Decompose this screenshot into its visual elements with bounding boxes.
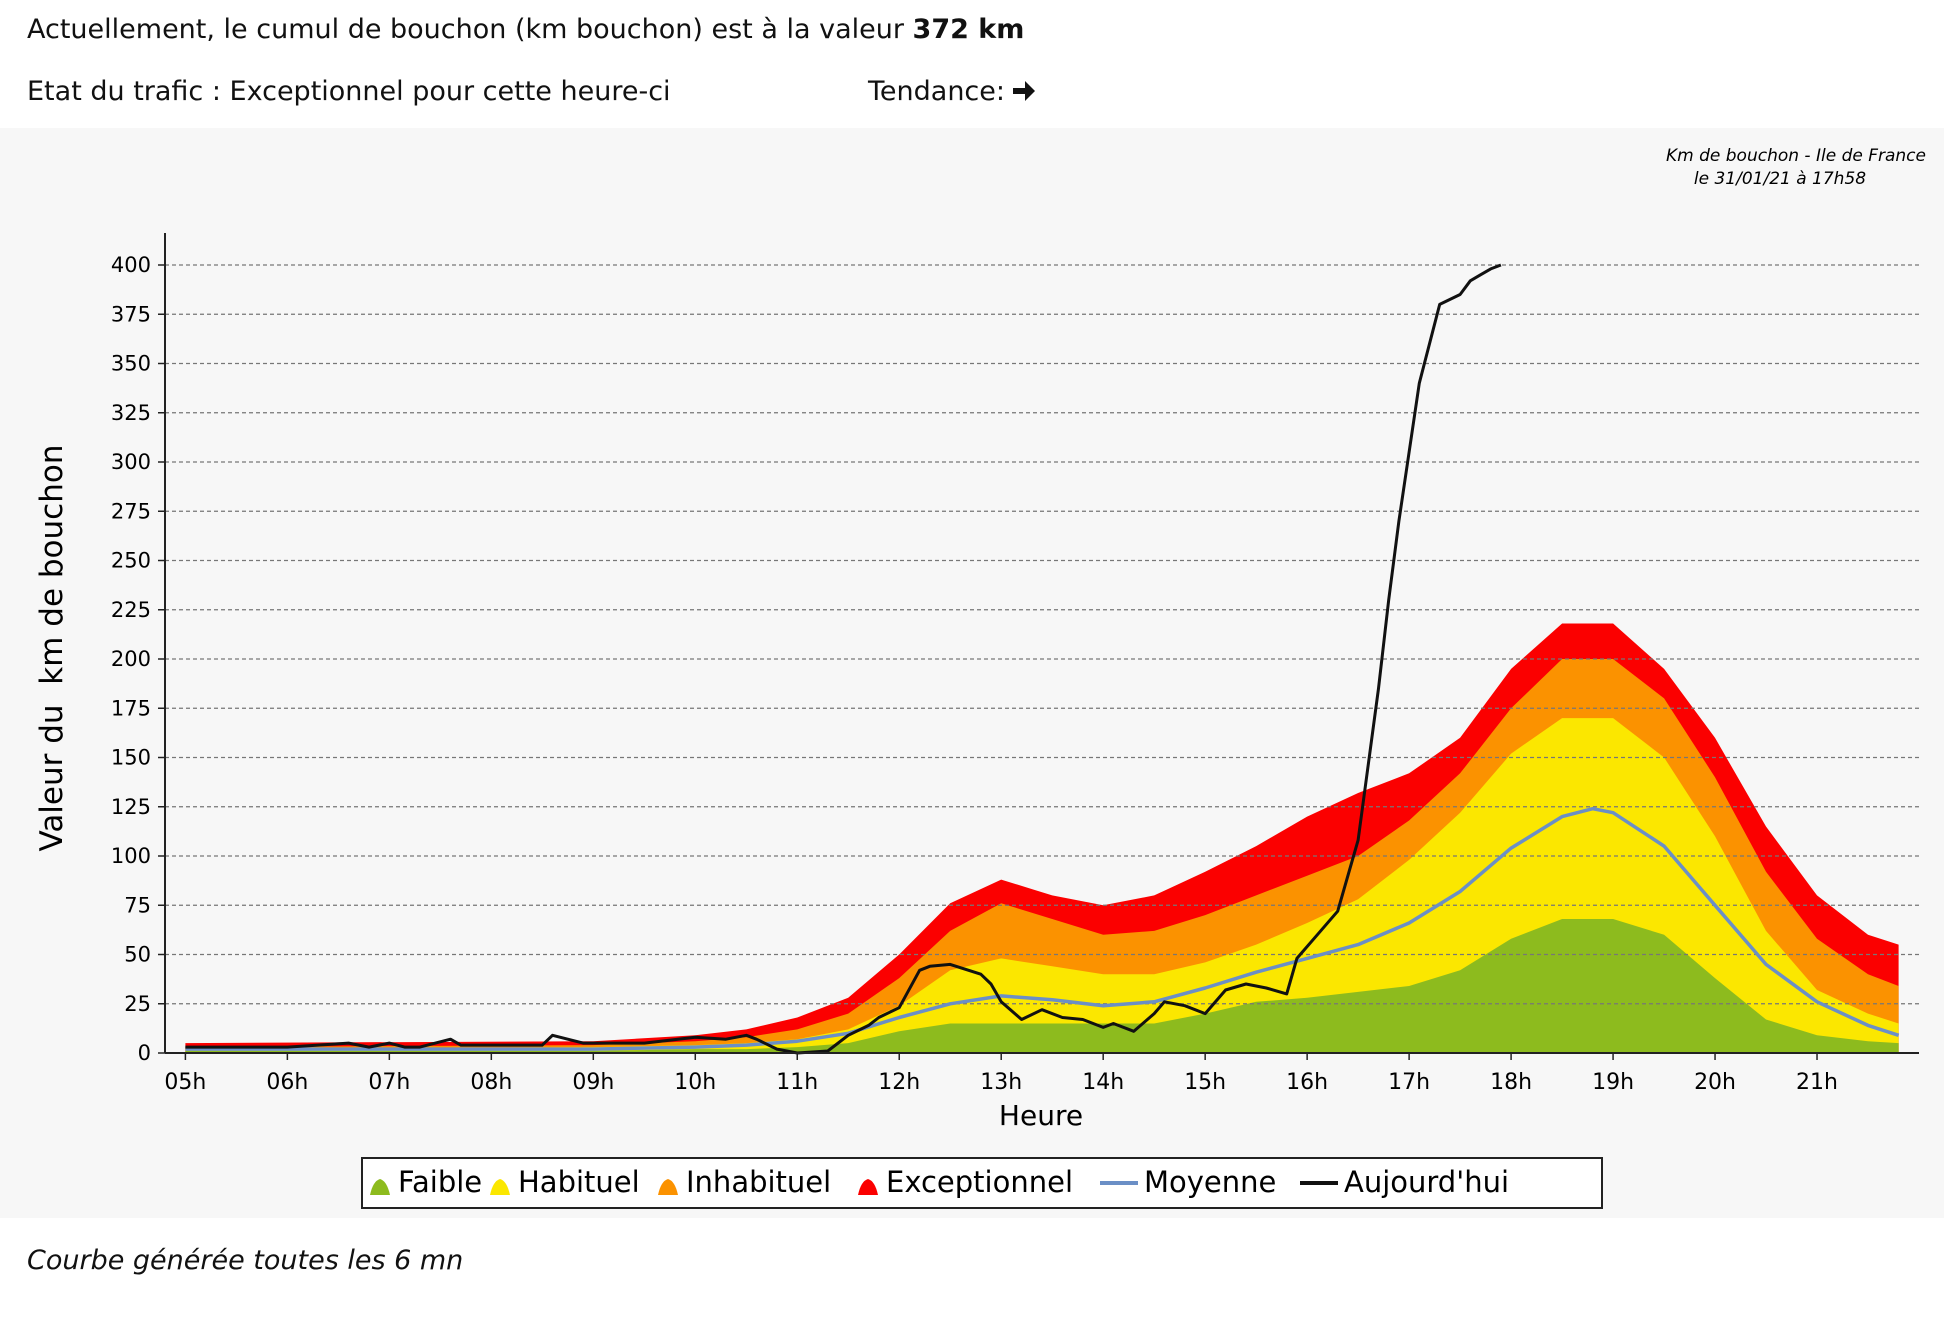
x-tick-label-17h: 17h <box>1388 1070 1430 1095</box>
x-tick-label-15h: 15h <box>1184 1070 1226 1095</box>
x-tick-label-21h: 21h <box>1796 1070 1838 1095</box>
x-tick-label-06h: 06h <box>266 1070 308 1095</box>
y-tick-label-25: 25 <box>124 992 151 1016</box>
x-tick-label-20h: 20h <box>1694 1070 1736 1095</box>
traffic-chart: Km de bouchon - Ile de France le 31/01/2… <box>34 146 1926 1209</box>
x-tick-label-12h: 12h <box>878 1070 920 1095</box>
x-tick-label-18h: 18h <box>1490 1070 1532 1095</box>
x-tick-label-13h: 13h <box>980 1070 1022 1095</box>
legend-label-inhabituel: Inhabituel <box>686 1165 831 1199</box>
y-tick-label-200: 200 <box>111 647 151 671</box>
axes: 0 25 50 75 100 125 150 175 200 225 250 275 300 325 350… <box>111 233 1919 1095</box>
y-tick-label-350: 350 <box>111 352 151 376</box>
legend-box <box>361 1157 1603 1209</box>
legend-label-moyenne: Moyenne <box>1144 1165 1276 1199</box>
legend: Faible Habituel Inhabituel Exceptionnel Moye… <box>361 1157 1603 1209</box>
y-tick-label-100: 100 <box>111 844 151 868</box>
chart-stamp-date: le 31/01/21 à 17h58 <box>1694 169 1866 189</box>
legend-item-aujourdhui: Aujourd'hui <box>1300 1165 1509 1199</box>
chart-panel: Km de bouchon - Ile de France le 31/01/2… <box>0 128 1944 1218</box>
y-axis-label: Valeur du km de bouchon <box>34 445 70 852</box>
y-tick-label-225: 225 <box>111 598 151 622</box>
chart-stamp-title: Km de bouchon - Ile de France <box>1666 146 1926 166</box>
y-tick-label-275: 275 <box>111 499 151 523</box>
area-bands <box>185 623 1899 1053</box>
x-tick-label-11h: 11h <box>776 1070 818 1095</box>
legend-label-aujourdhui: Aujourd'hui <box>1344 1165 1509 1199</box>
traffic-status: Etat du trafic : Exceptionnel pour cette… <box>27 76 671 107</box>
y-tick-label-250: 250 <box>111 549 151 573</box>
legend-swatch-habituel <box>490 1179 510 1195</box>
line-aujourdhui <box>185 263 1502 1055</box>
legend-item-inhabituel: Inhabituel <box>658 1165 831 1199</box>
y-tick-label-375: 375 <box>111 302 151 326</box>
x-tick-label-09h: 09h <box>572 1070 614 1095</box>
x-axis-label: Heure <box>999 1099 1083 1132</box>
x-tick-label-10h: 10h <box>674 1070 716 1095</box>
y-tick-label-300: 300 <box>111 450 151 474</box>
x-tick-label-16h: 16h <box>1286 1070 1328 1095</box>
y-tick-label-125: 125 <box>111 795 151 819</box>
legend-label-exceptionnel: Exceptionnel <box>886 1165 1073 1199</box>
x-tick-label-19h: 19h <box>1592 1070 1634 1095</box>
legend-swatch-exceptionnel <box>858 1179 878 1195</box>
trend-label: Tendance: <box>868 76 1005 107</box>
band-faible <box>185 919 1899 1053</box>
y-tick-label-400: 400 <box>111 253 151 277</box>
line-moyenne <box>185 806 1900 1051</box>
legend-swatch-faible <box>370 1179 390 1195</box>
legend-item-faible: Faible <box>370 1165 482 1199</box>
x-tick-label-05h: 05h <box>164 1070 206 1095</box>
grid-lines <box>165 264 1919 1005</box>
y-tick-label-50: 50 <box>124 943 151 967</box>
y-tick-label-175: 175 <box>111 696 151 720</box>
legend-label-habituel: Habituel <box>518 1165 640 1199</box>
x-tick-label-08h: 08h <box>470 1070 512 1095</box>
y-tick-label-0: 0 <box>138 1041 151 1065</box>
generation-note: Courbe générée toutes les 6 mn <box>27 1245 464 1276</box>
y-tick-label-150: 150 <box>111 746 151 770</box>
legend-item-exceptionnel: Exceptionnel <box>858 1165 1073 1199</box>
trend-indicator: Tendance: <box>868 76 1037 107</box>
x-tick-label-07h: 07h <box>368 1070 410 1095</box>
legend-item-habituel: Habituel <box>490 1165 640 1199</box>
cumul-prefix: Actuellement, le cumul de bouchon (km bo… <box>27 14 913 45</box>
legend-label-faible: Faible <box>398 1165 482 1199</box>
legend-swatch-inhabituel <box>658 1179 678 1195</box>
arrow-right-icon <box>1011 78 1037 104</box>
cumul-value: 372 km <box>912 14 1025 45</box>
y-tick-label-325: 325 <box>111 401 151 425</box>
cumul-summary: Actuellement, le cumul de bouchon (km bo… <box>27 14 1024 45</box>
series-lines <box>185 263 1900 1055</box>
legend-item-moyenne: Moyenne <box>1100 1165 1276 1199</box>
y-tick-label-75: 75 <box>124 893 151 917</box>
x-tick-label-14h: 14h <box>1082 1070 1124 1095</box>
